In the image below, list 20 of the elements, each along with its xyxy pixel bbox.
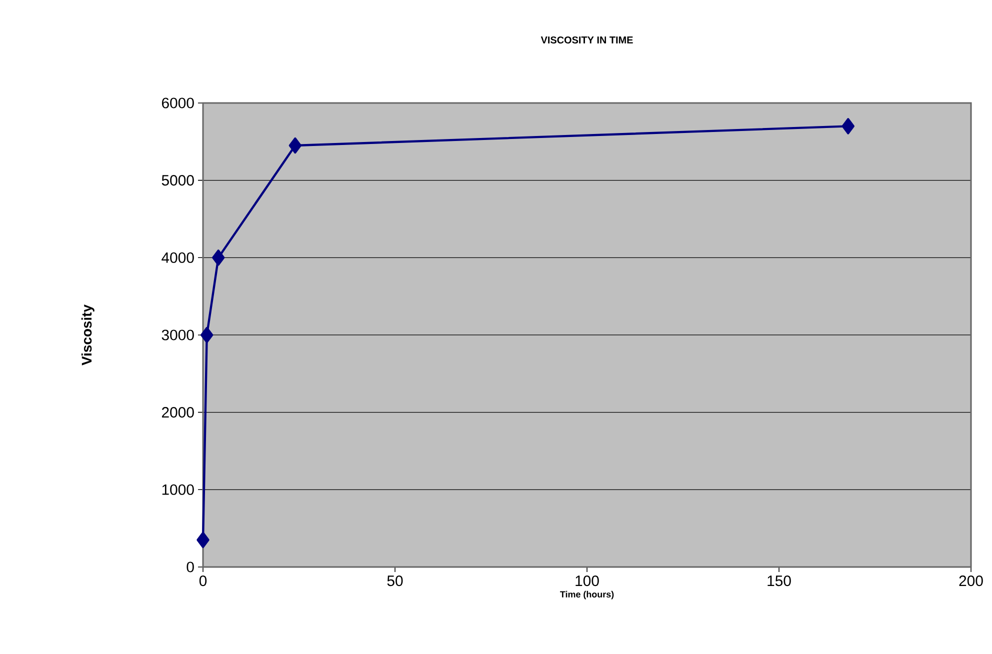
y-tick-label: 6000 (162, 98, 194, 108)
y-tick-label: 1000 (162, 484, 194, 495)
x-tick-label: 0 (199, 576, 207, 586)
point (212, 250, 225, 266)
x-tick-label: 200 (959, 576, 983, 586)
point (288, 137, 302, 154)
x-tick-label: 50 (387, 576, 403, 586)
point (842, 118, 854, 134)
y-axis-title: Viscosity (81, 304, 94, 366)
chart-title: VISCOSITY IN TIME (540, 36, 633, 44)
y-tick-label: 5000 (162, 175, 194, 186)
x-tick-label: 100 (576, 576, 599, 586)
y-tick-label: 3000 (162, 330, 194, 340)
y-tick-label: 4000 (162, 252, 194, 263)
point (200, 326, 214, 344)
y-tick-label: 2000 (162, 407, 194, 418)
point (196, 532, 210, 548)
y-tick-label: 0 (186, 562, 194, 572)
x-tick-label: 150 (768, 576, 791, 586)
x-axis-title: Time (hours) (560, 590, 614, 600)
